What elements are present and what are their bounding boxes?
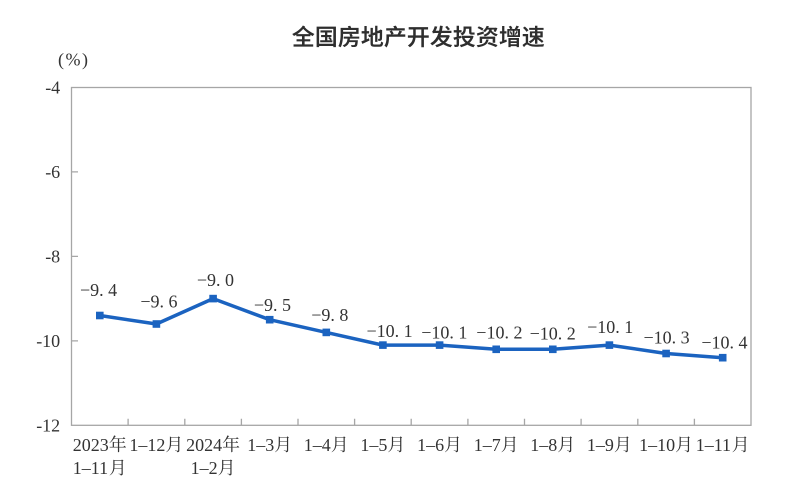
- svg-text:−10. 1: −10. 1: [421, 322, 467, 342]
- svg-text:1–7: 1–7: [474, 435, 501, 455]
- svg-text:(%): (%): [58, 49, 89, 70]
- svg-text:−10. 1: −10. 1: [587, 317, 633, 337]
- svg-text:−10. 2: −10. 2: [476, 322, 522, 342]
- svg-text:-12: -12: [36, 415, 60, 435]
- svg-text:−9. 0: −9. 0: [197, 270, 234, 290]
- svg-text:1–8: 1–8: [530, 435, 557, 455]
- svg-text:2023: 2023: [73, 435, 109, 455]
- svg-text:1–11: 1–11: [696, 435, 731, 455]
- svg-text:-8: -8: [45, 247, 60, 267]
- svg-text:1–11: 1–11: [73, 458, 108, 478]
- svg-text:−10. 4: −10. 4: [701, 332, 747, 352]
- svg-text:1–5: 1–5: [360, 435, 387, 455]
- svg-text:−10. 2: −10. 2: [530, 324, 576, 344]
- svg-text:−10. 1: −10. 1: [367, 321, 413, 341]
- svg-text:−9. 5: −9. 5: [254, 295, 291, 315]
- svg-text:1–6: 1–6: [417, 435, 444, 455]
- svg-text:−9. 8: −9. 8: [311, 305, 348, 325]
- svg-text:-10: -10: [36, 331, 60, 351]
- svg-text:-6: -6: [45, 162, 60, 182]
- svg-text:1–12: 1–12: [129, 435, 165, 455]
- svg-text:2024: 2024: [186, 435, 222, 455]
- svg-text:-4: -4: [45, 78, 60, 98]
- svg-text:−9. 6: −9. 6: [140, 292, 177, 312]
- svg-text:−9. 4: −9. 4: [80, 280, 117, 300]
- svg-text:−10. 3: −10. 3: [644, 328, 690, 348]
- svg-text:1–4: 1–4: [304, 435, 331, 455]
- svg-text:1–3: 1–3: [247, 435, 274, 455]
- svg-text:1–9: 1–9: [587, 435, 614, 455]
- svg-text:1–10: 1–10: [639, 435, 675, 455]
- svg-text:1–2: 1–2: [191, 458, 218, 478]
